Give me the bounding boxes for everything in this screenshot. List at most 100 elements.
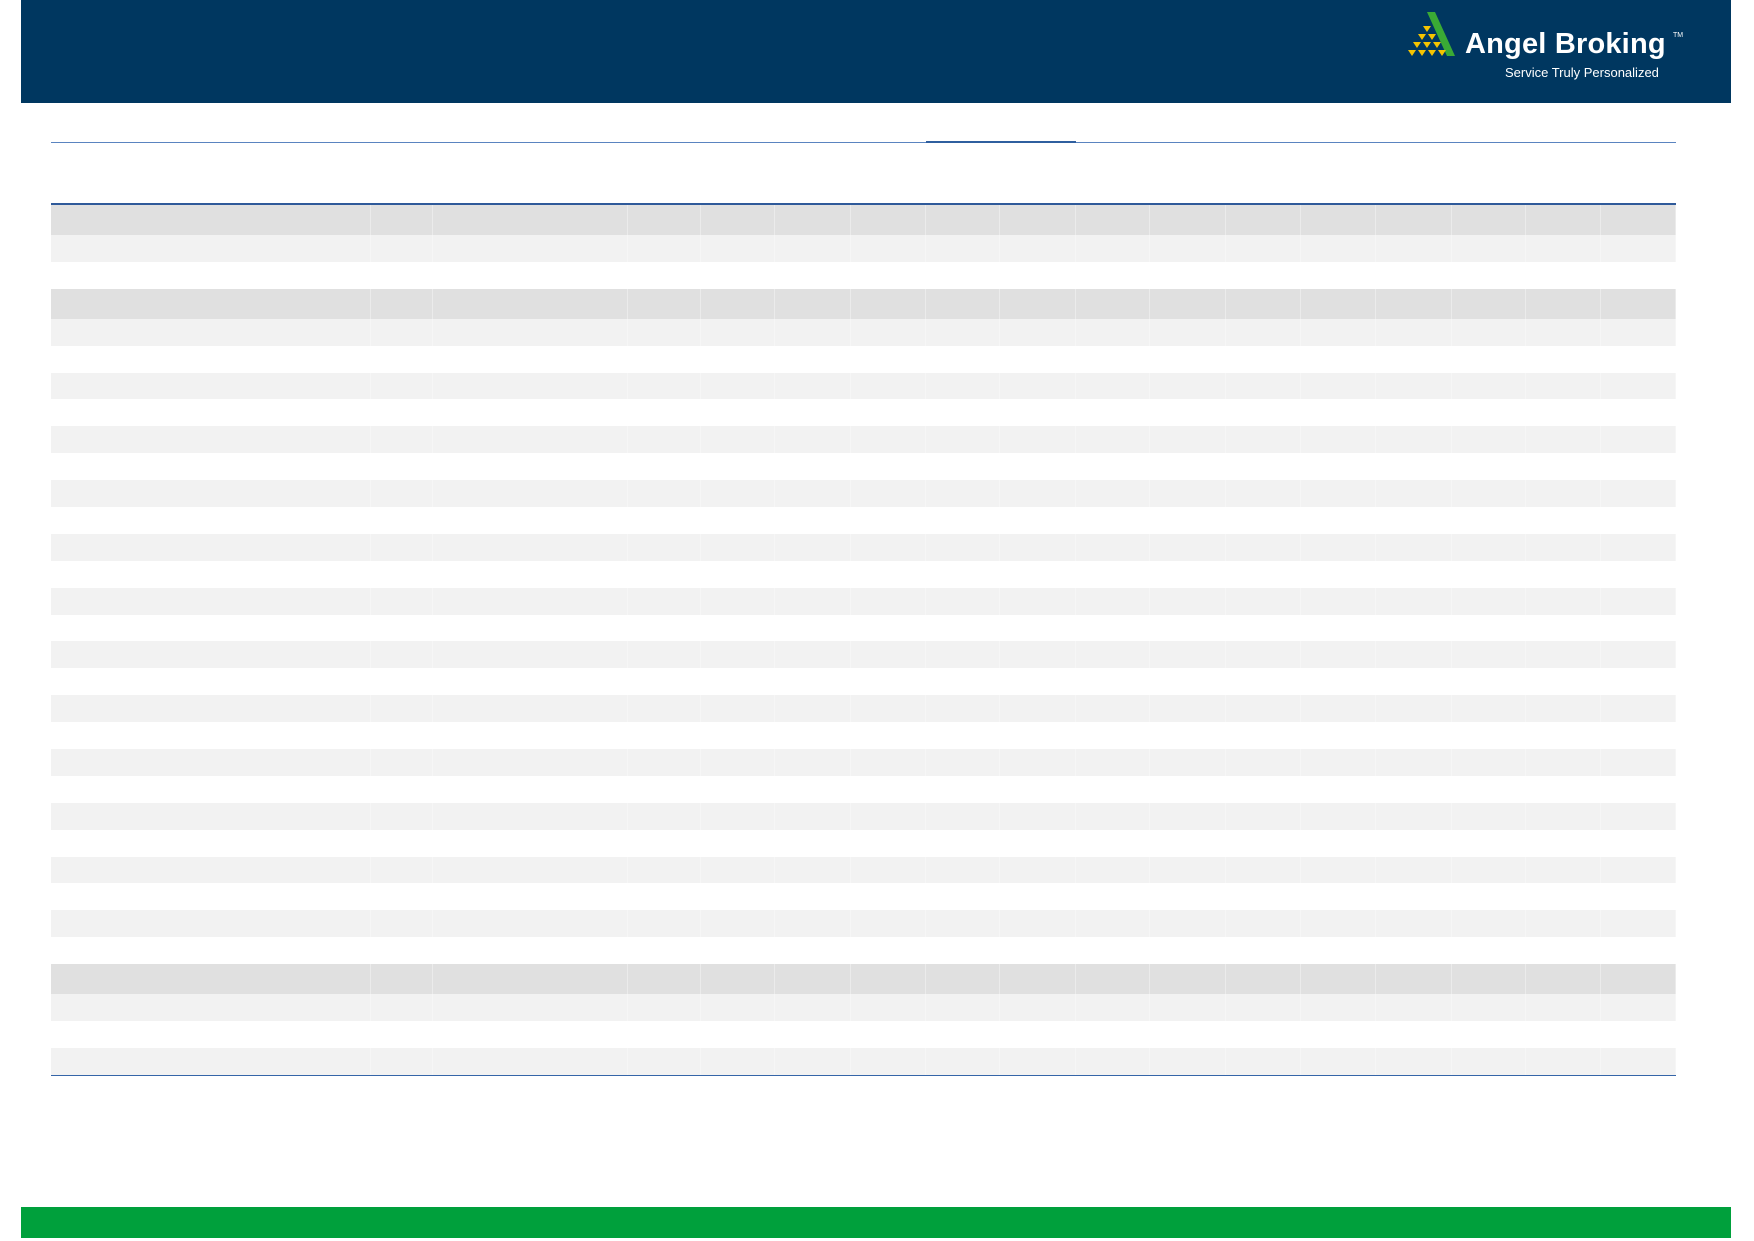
table-cell xyxy=(1000,480,1076,508)
table-cell xyxy=(851,964,926,995)
table-cell xyxy=(1076,261,1150,289)
table-cell xyxy=(701,560,775,588)
pyramid-logo-icon xyxy=(1408,12,1455,56)
table-cell xyxy=(1601,856,1676,884)
table-cell xyxy=(1000,695,1076,723)
table-cell xyxy=(1000,883,1076,911)
table-cell xyxy=(433,560,628,588)
table-cell xyxy=(371,802,433,830)
table-cell xyxy=(433,235,628,262)
table-cell xyxy=(1076,507,1150,534)
table-cell xyxy=(1076,722,1150,750)
table-cell xyxy=(1526,614,1601,642)
table-cell xyxy=(1526,288,1601,319)
table-cell xyxy=(775,910,851,938)
table-cell xyxy=(1226,399,1301,427)
table-cell xyxy=(433,722,628,750)
table-cell xyxy=(1000,614,1076,642)
table-cell xyxy=(1301,802,1376,830)
table-cell xyxy=(1226,668,1301,696)
table-cell xyxy=(1000,722,1076,750)
table-cell xyxy=(628,318,701,346)
table-cell xyxy=(628,641,701,669)
table-cell xyxy=(1452,261,1526,289)
table-cell xyxy=(1601,695,1676,723)
table-cell xyxy=(371,453,433,481)
table-cell xyxy=(775,641,851,669)
table-cell xyxy=(1452,829,1526,857)
table-cell xyxy=(926,426,1000,454)
table-cell xyxy=(1376,910,1452,938)
table-cell xyxy=(851,937,926,965)
table-cell xyxy=(371,722,433,750)
table-cell xyxy=(628,749,701,776)
table-cell xyxy=(1376,749,1452,776)
table-cell xyxy=(1376,668,1452,696)
table-cell xyxy=(926,802,1000,830)
table-cell xyxy=(1076,480,1150,508)
table-cell xyxy=(926,345,1000,373)
table-cell xyxy=(1526,829,1601,857)
table-cell xyxy=(433,695,628,723)
table-cell xyxy=(701,453,775,481)
table-cell xyxy=(1150,480,1226,508)
table-cell xyxy=(433,1047,628,1075)
table-cell xyxy=(1000,507,1076,534)
table-cell xyxy=(851,1047,926,1075)
table-cell xyxy=(51,587,371,615)
table-cell xyxy=(433,318,628,346)
table-cell xyxy=(1150,802,1226,830)
table-cell xyxy=(1150,235,1226,262)
table-cell xyxy=(1226,775,1301,803)
table-cell xyxy=(51,205,371,235)
table-cell xyxy=(1301,964,1376,995)
table-cell xyxy=(851,856,926,884)
table-cell xyxy=(1076,587,1150,615)
table-cell xyxy=(51,614,371,642)
table-cell xyxy=(51,399,371,427)
table-row xyxy=(51,1021,1676,1048)
table-row xyxy=(51,235,1676,262)
table-cell xyxy=(433,345,628,373)
table-cell xyxy=(1301,749,1376,776)
table-row xyxy=(51,507,1676,534)
table-cell xyxy=(371,426,433,454)
table-cell xyxy=(1526,964,1601,995)
table-cell xyxy=(1150,829,1226,857)
table-cell xyxy=(1000,641,1076,669)
table-cell xyxy=(1000,345,1076,373)
table-cell xyxy=(775,587,851,615)
table-cell xyxy=(628,802,701,830)
table-cell xyxy=(371,614,433,642)
table-cell xyxy=(1150,533,1226,561)
table-cell xyxy=(1226,235,1301,262)
table-cell xyxy=(1226,722,1301,750)
table-cell xyxy=(1376,614,1452,642)
table-cell xyxy=(1526,937,1601,965)
table-cell xyxy=(1150,318,1226,346)
table-cell xyxy=(51,453,371,481)
table-cell xyxy=(926,288,1000,319)
table-cell xyxy=(1301,994,1376,1022)
table-cell xyxy=(1000,802,1076,830)
table-cell xyxy=(1452,533,1526,561)
table-cell xyxy=(1452,802,1526,830)
table-cell xyxy=(1452,372,1526,400)
table-cell xyxy=(1526,261,1601,289)
table-cell xyxy=(1526,205,1601,235)
table-cell xyxy=(851,480,926,508)
table-cell xyxy=(433,668,628,696)
table-cell xyxy=(1526,994,1601,1022)
table-row xyxy=(51,668,1676,696)
table-cell xyxy=(851,1021,926,1048)
table-cell xyxy=(1000,856,1076,884)
table-cell xyxy=(926,318,1000,346)
table-cell xyxy=(926,1021,1000,1048)
table-cell xyxy=(775,480,851,508)
table-cell xyxy=(701,749,775,776)
table-cell xyxy=(1301,288,1376,319)
table-cell xyxy=(1226,937,1301,965)
table-cell xyxy=(628,722,701,750)
table-cell xyxy=(926,205,1000,235)
table-cell xyxy=(1150,205,1226,235)
